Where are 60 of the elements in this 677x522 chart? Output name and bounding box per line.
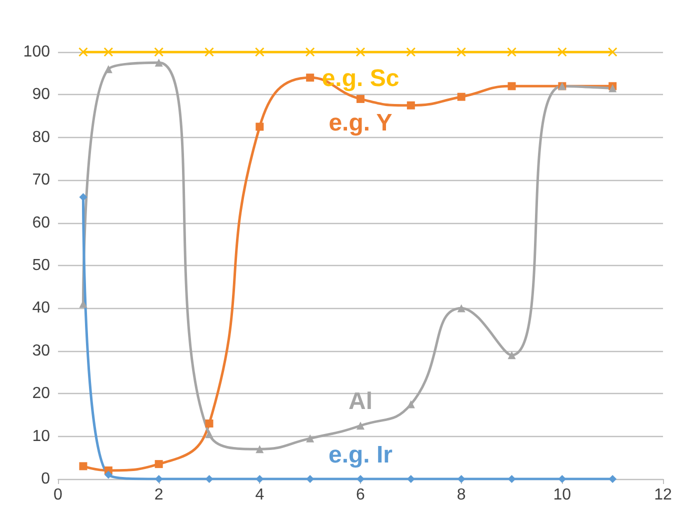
point xyxy=(356,94,364,103)
point xyxy=(104,47,114,57)
x-tick-label: 12 xyxy=(654,486,672,504)
point xyxy=(104,470,112,479)
point xyxy=(78,47,88,57)
point xyxy=(79,462,88,470)
series-label: e.g. Sc xyxy=(322,65,400,92)
point xyxy=(456,47,466,57)
point xyxy=(507,47,516,57)
point xyxy=(205,430,214,438)
point xyxy=(457,475,466,483)
point xyxy=(256,475,264,483)
point xyxy=(457,92,466,101)
point xyxy=(154,58,163,67)
y-tick-label: 10 xyxy=(32,428,50,445)
y-tick-label: 100 xyxy=(23,44,50,60)
y-tick-label: 70 xyxy=(32,172,50,189)
y-tick-label: 20 xyxy=(32,385,50,402)
point xyxy=(154,460,163,468)
point xyxy=(254,47,264,57)
y-tick-label: 40 xyxy=(32,300,50,317)
x-tick-label: 4 xyxy=(255,486,264,504)
series-label: e.g. Ir xyxy=(328,442,393,468)
y-tick-label: 80 xyxy=(32,128,50,146)
point xyxy=(406,47,416,57)
y-tick-label: 50 xyxy=(32,257,50,274)
point xyxy=(508,82,516,90)
point xyxy=(204,47,214,57)
y-tick-label: 60 xyxy=(32,214,50,232)
point xyxy=(558,475,566,483)
point xyxy=(305,47,315,57)
point xyxy=(154,475,163,483)
x-tick-label: 2 xyxy=(154,486,164,504)
point xyxy=(356,422,364,430)
point xyxy=(205,419,214,428)
x-tick-label: 8 xyxy=(456,486,466,504)
point xyxy=(356,47,366,57)
series-label: Al xyxy=(348,388,372,416)
x-tick-label: 10 xyxy=(553,486,572,504)
point xyxy=(306,434,314,442)
y-tick-label: 30 xyxy=(32,342,50,360)
y-tick-label: 90 xyxy=(32,86,50,104)
point xyxy=(256,445,264,454)
x-tick-label: 6 xyxy=(356,486,366,504)
point xyxy=(256,122,264,131)
point xyxy=(508,475,516,483)
point xyxy=(356,475,364,483)
point xyxy=(608,475,617,483)
point xyxy=(306,74,314,82)
point xyxy=(508,351,516,360)
point xyxy=(406,101,415,110)
y-tick-label: 0 xyxy=(41,470,50,488)
point xyxy=(154,47,164,57)
point xyxy=(457,304,466,312)
point xyxy=(608,47,618,57)
x-tick-label: 0 xyxy=(54,486,63,504)
series-label: e.g. Y xyxy=(328,109,392,136)
point xyxy=(104,65,112,74)
point xyxy=(557,47,567,57)
point xyxy=(205,475,214,483)
